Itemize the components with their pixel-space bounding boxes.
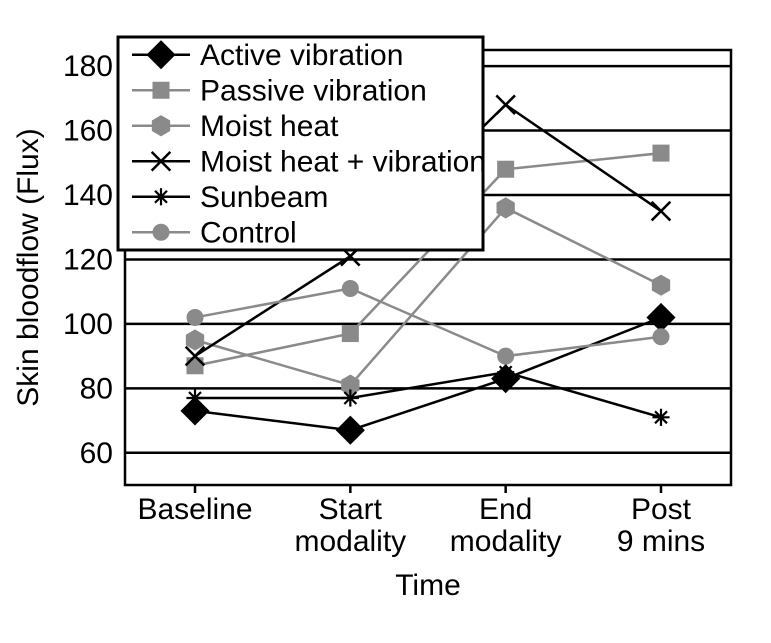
svg-text:Active vibration: Active vibration: [200, 39, 403, 72]
svg-text:modality: modality: [294, 525, 406, 558]
svg-text:Control: Control: [200, 216, 297, 249]
svg-text:Moist heat: Moist heat: [200, 110, 339, 143]
svg-text:100: 100: [63, 308, 113, 341]
svg-text:9 mins: 9 mins: [617, 525, 705, 558]
svg-text:modality: modality: [450, 525, 562, 558]
svg-text:120: 120: [63, 243, 113, 276]
line-chart: 60 80 100 120 140 160 180 Skin bloodflow (Flux)…: [0, 0, 771, 643]
chart-svg: 60 80 100 120 140 160 180 Skin bloodflow (Flux)…: [0, 0, 771, 643]
svg-text:60: 60: [80, 437, 113, 470]
svg-text:End: End: [479, 493, 532, 526]
svg-text:180: 180: [63, 50, 113, 83]
svg-text:Sunbeam: Sunbeam: [200, 181, 328, 214]
svg-text:Skin bloodflow (Flux): Skin bloodflow (Flux): [12, 128, 45, 406]
svg-text:Moist heat + vibration: Moist heat + vibration: [200, 145, 486, 178]
svg-text:Time: Time: [395, 569, 461, 602]
svg-text:Post: Post: [631, 493, 692, 526]
svg-text:160: 160: [63, 115, 113, 148]
svg-text:Baseline: Baseline: [137, 493, 252, 526]
svg-text:Start: Start: [319, 493, 383, 526]
svg-text:140: 140: [63, 179, 113, 212]
svg-text:80: 80: [80, 372, 113, 405]
svg-text:Passive vibration: Passive vibration: [200, 74, 427, 107]
